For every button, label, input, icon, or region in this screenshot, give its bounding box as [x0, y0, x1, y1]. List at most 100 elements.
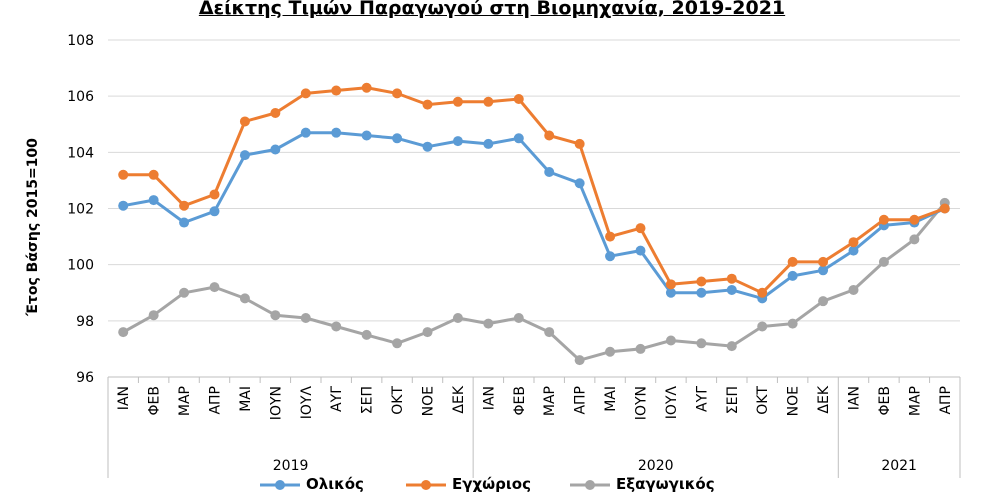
data-point — [209, 189, 220, 200]
data-point — [787, 270, 798, 281]
data-point — [544, 327, 555, 338]
year-label: 2020 — [638, 458, 674, 474]
series-layer — [118, 82, 950, 366]
series-0 — [118, 127, 950, 304]
x-tick-label: ΙΑΝ — [481, 386, 497, 410]
data-point — [818, 296, 829, 307]
x-tick-label: ΟΚΤ — [390, 386, 406, 415]
data-point — [574, 355, 585, 366]
data-point — [605, 346, 616, 357]
data-point — [909, 214, 920, 225]
x-tick-label: ΑΠΡ — [208, 386, 224, 415]
series-2 — [118, 197, 950, 366]
data-point — [239, 150, 250, 161]
x-tick-label: ΙΟΥΝ — [268, 386, 284, 420]
legend-label-total: Ολικός — [306, 475, 364, 493]
data-point — [726, 341, 737, 352]
data-point — [361, 329, 372, 340]
data-point — [300, 313, 311, 324]
series-line — [122, 201, 946, 362]
x-tick-label: ΜΑΙ — [603, 386, 619, 412]
data-point — [452, 136, 463, 147]
x-tick-label: ΑΠΡ — [938, 386, 954, 415]
data-point — [757, 321, 768, 332]
data-point — [605, 251, 616, 262]
series-line — [123, 86, 946, 295]
data-point — [179, 200, 190, 211]
data-point — [909, 234, 920, 245]
year-label: 2019 — [273, 458, 309, 474]
data-point — [665, 279, 676, 290]
data-point — [513, 313, 524, 324]
data-point — [848, 245, 859, 256]
y-axis-label: Έτος Βάσης 2015=100 — [25, 138, 41, 317]
data-point — [544, 166, 555, 177]
x-tick-label: ΙΟΥΛ — [299, 386, 315, 420]
data-point — [300, 127, 311, 138]
data-point — [939, 203, 950, 214]
data-point — [361, 130, 372, 141]
x-tick-label: ΜΑΙ — [238, 386, 254, 412]
x-tick-label: ΦΕΒ — [512, 386, 528, 415]
chart-title: Δείκτης Τιμών Παραγωγού στη Βιομηχανία, … — [198, 0, 786, 19]
legend-label-domestic: Εγχώριος — [452, 475, 531, 493]
data-point — [331, 127, 342, 138]
data-point — [148, 195, 159, 206]
x-tick-label: ΔΕΚ — [451, 385, 467, 413]
data-point — [148, 310, 159, 321]
data-point — [392, 338, 403, 349]
data-point — [361, 82, 372, 93]
data-point — [605, 231, 616, 242]
data-point — [179, 217, 190, 228]
x-tick-label: ΙΟΥΝ — [634, 386, 650, 420]
data-point — [757, 287, 768, 298]
data-point — [665, 335, 676, 346]
data-point — [818, 256, 829, 267]
data-point — [239, 116, 250, 127]
data-point — [392, 88, 403, 99]
data-point — [696, 276, 707, 287]
series-line — [122, 131, 946, 300]
x-tick-label: ΑΥΓ — [694, 386, 710, 412]
series-1 — [118, 82, 950, 298]
data-point — [209, 206, 220, 217]
y-tick-label: 96 — [76, 370, 94, 386]
data-point — [726, 273, 737, 284]
y-tick-label: 106 — [67, 89, 94, 105]
x-tick-label: ΙΑΝ — [116, 386, 132, 410]
data-point — [574, 138, 585, 149]
data-point — [574, 178, 585, 189]
data-point — [848, 284, 859, 295]
data-point — [270, 144, 281, 155]
x-tick-label: ΑΥΓ — [329, 386, 345, 412]
x-tick-label: ΜΑΡ — [542, 386, 558, 416]
tick-labels: 96 98 100 102 104 106 108 ΙΑΝ ΦΕΒ ΜΑΡ ΑΠΡ ΜΑΙ ΙΟΥΝ ΙΟ… — [67, 33, 954, 474]
x-tick-label: ΙΟΥΛ — [664, 386, 680, 420]
x-tick-label: ΙΑΝ — [847, 386, 863, 410]
data-point — [848, 237, 859, 248]
x-tick-label: ΦΕΒ — [877, 386, 893, 415]
data-point — [179, 287, 190, 298]
legend: Ολικός Εγχώριος Εξαγωγικός — [258, 474, 958, 494]
data-point — [726, 284, 737, 295]
y-tick-label: 102 — [67, 202, 94, 218]
data-point — [878, 256, 889, 267]
y-tick-label: 108 — [67, 33, 94, 49]
data-point — [696, 287, 707, 298]
data-point — [635, 223, 646, 234]
data-point — [300, 88, 311, 99]
data-point — [635, 245, 646, 256]
data-point — [422, 141, 433, 152]
y-tick-label: 100 — [67, 258, 94, 274]
axes — [107, 376, 961, 478]
data-point — [513, 93, 524, 104]
data-point — [148, 169, 159, 180]
data-point — [239, 293, 250, 304]
x-tick-label: ΜΑΡ — [177, 386, 193, 416]
data-point — [696, 338, 707, 349]
data-point — [422, 99, 433, 110]
legend-label-export: Εξαγωγικός — [616, 475, 715, 493]
data-point — [270, 310, 281, 321]
data-point — [483, 318, 494, 329]
